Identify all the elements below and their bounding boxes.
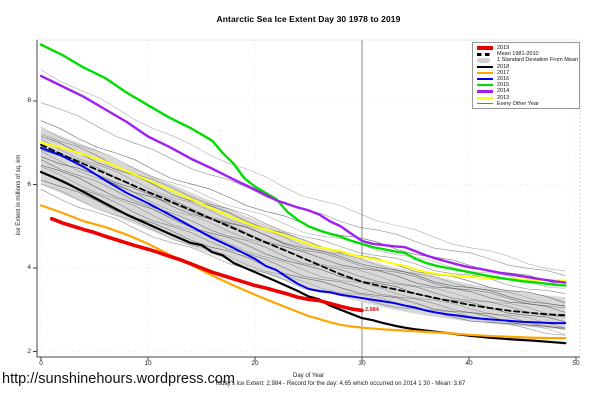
legend-swatch-dashed: [477, 53, 493, 56]
x-axis-label: Day of Year: [292, 373, 325, 379]
x-tick-label: 10: [144, 360, 152, 367]
legend-item-label: 2014: [497, 88, 510, 95]
year-line: [40, 164, 566, 323]
chart-caption: Today's Ice Extent: 2.984 - Record for t…: [214, 381, 466, 387]
x-tick-label: 0: [39, 360, 43, 367]
year-line: [40, 159, 566, 317]
legend-item: Every Other Year: [477, 101, 576, 107]
x-tick-label: 50: [572, 360, 580, 367]
year-line: [40, 149, 566, 313]
legend-item-label: 1 Standard Deviation From Mean: [497, 57, 579, 64]
year-line: [40, 166, 566, 329]
x-tick-label: 20: [251, 360, 259, 367]
legend-item-label: 2018: [497, 63, 510, 70]
year-line: [40, 156, 566, 307]
legend-swatch-band: [477, 57, 493, 63]
series-2016: [40, 146, 567, 325]
year-line: [40, 188, 566, 336]
year-line: [40, 69, 566, 272]
legend-item-label: 2019: [497, 45, 510, 52]
legend-swatch-line: [477, 71, 493, 74]
chart-title: Antarctic Sea Ice Extent Day 30 1978 to …: [216, 14, 401, 24]
legend-item: 2018: [477, 64, 576, 70]
series-2017: [39, 204, 567, 340]
series-2013: [40, 141, 567, 282]
legend-item: 2014: [477, 88, 576, 94]
legend-item-label: Every Other Year: [497, 100, 539, 107]
legend-item-label: 2016: [497, 76, 510, 83]
current-value-label: 2.984: [365, 307, 379, 314]
year-line: [40, 170, 566, 329]
legend-item: 2013: [477, 95, 576, 101]
year-line: [40, 126, 566, 289]
legend-item: 1 Standard Deviation From Mean: [477, 57, 579, 64]
legend-item: 2017: [477, 70, 576, 76]
x-tick-label: 40: [465, 360, 473, 367]
x-tick-label: 30: [358, 360, 366, 367]
y-tick-label: 6: [27, 180, 31, 188]
series-2015: [39, 43, 567, 287]
legend-swatch-line: [477, 77, 493, 81]
y-tick-label: 4: [27, 264, 31, 271]
series-2019: [49, 216, 364, 313]
legend-item-label: Mean 1981-2010: [497, 51, 539, 58]
legend-item: 2015: [477, 82, 576, 88]
y-tick-label: 8: [27, 97, 31, 104]
legend-swatch-line: [477, 84, 493, 87]
legend-item-label: 2015: [497, 82, 510, 89]
series-2014: [39, 74, 567, 284]
y-tick-label: 2: [27, 347, 31, 355]
year-line: [40, 136, 566, 304]
legend-swatch-thin-line: [477, 103, 493, 105]
legend-item-label: 2017: [497, 69, 510, 76]
y-axis-label: Ice Extent in millions of sq. km: [16, 154, 22, 236]
legend-swatch-line: [477, 96, 493, 99]
legend-item-label: 2013: [497, 94, 510, 101]
legend: 2019 Mean 1981-2010 1 Standard Deviation F…: [472, 42, 580, 109]
legend-item: 2019: [477, 45, 576, 51]
series-mean-1981-2010: [40, 143, 567, 317]
legend-swatch-thick-line: [477, 46, 493, 50]
site-url: http://sunshinehours.wordpress.com: [2, 371, 235, 387]
legend-item: Mean 1981-2010: [477, 51, 576, 57]
sd-band: [41, 128, 566, 330]
legend-swatch-line: [477, 90, 493, 93]
legend-item: 2016: [477, 76, 576, 82]
legend-swatch-line: [477, 65, 493, 68]
